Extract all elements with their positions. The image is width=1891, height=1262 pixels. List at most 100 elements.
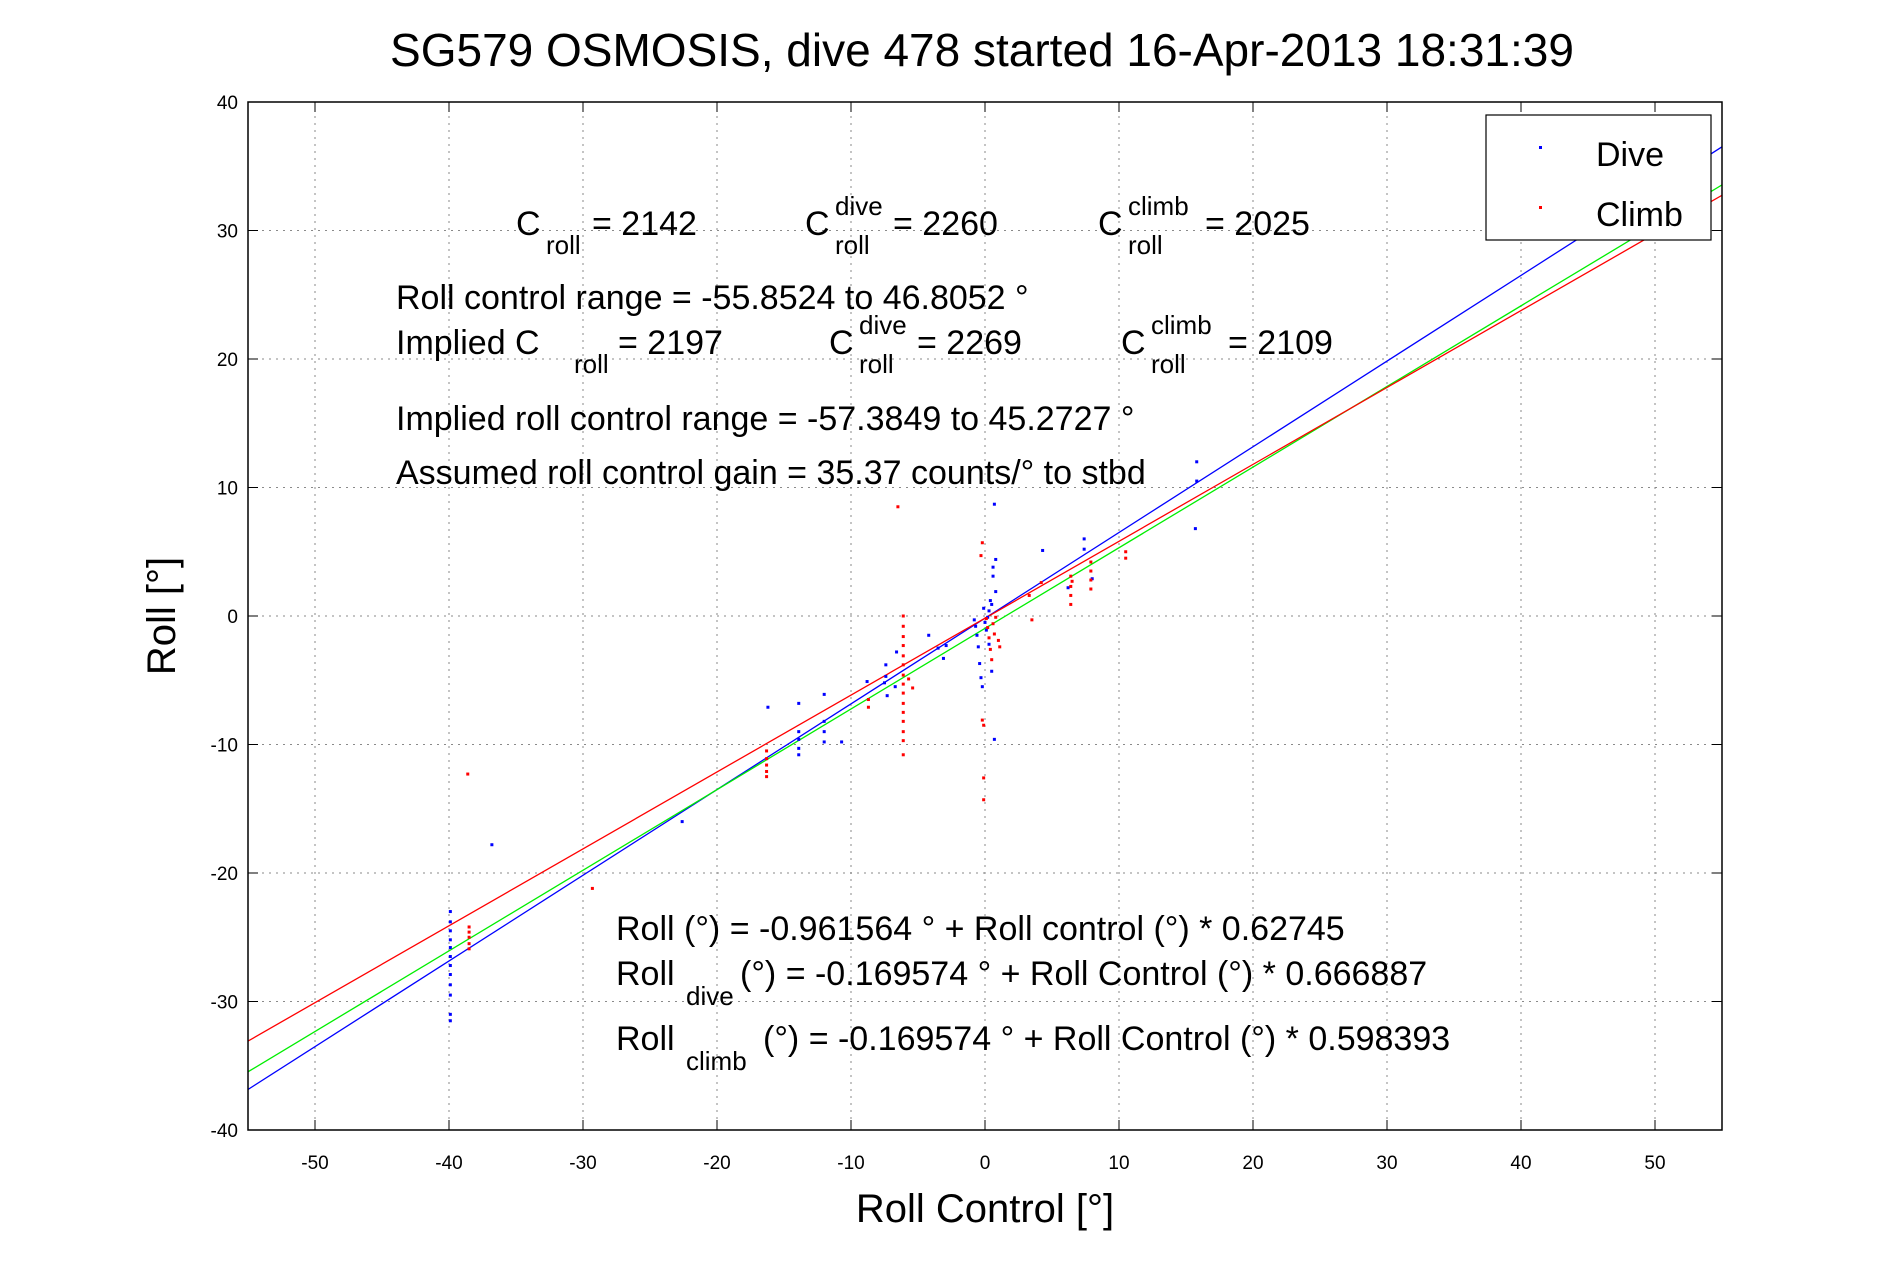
climb-point	[1089, 587, 1093, 591]
dive-point	[822, 730, 826, 734]
dive-point	[797, 746, 801, 750]
dive-point	[797, 730, 801, 734]
dive-point	[979, 676, 983, 680]
implied-climb-value: = 2109	[1228, 324, 1333, 362]
dive-point	[448, 993, 452, 997]
c-roll-dive-value: = 2260	[893, 205, 998, 243]
dive-point	[840, 740, 844, 744]
climb-point	[467, 925, 471, 929]
legend-box	[1485, 114, 1712, 241]
dive-point	[974, 624, 978, 628]
dive-point	[797, 737, 801, 741]
dive-point	[448, 910, 452, 914]
dive-point	[895, 650, 899, 654]
climb-point	[901, 682, 905, 686]
implied-climb-sup: climb	[1151, 310, 1212, 340]
annotation-c-roll: C roll = 2142	[516, 205, 697, 260]
eq-climb-sub: climb	[686, 1046, 747, 1076]
x-axis-ticks: -50 -40 -30 -20 -10 0 10 20 30 40 50	[301, 102, 1666, 1174]
x-tick-label: 20	[1242, 1153, 1263, 1174]
x-tick-label: -10	[837, 1153, 864, 1174]
climb-point	[896, 505, 900, 509]
climb-point	[1089, 578, 1093, 582]
climb-point	[765, 757, 769, 761]
climb-point	[988, 647, 992, 651]
dive-point	[994, 590, 998, 594]
eq-dive-rest: (°) = -0.169574 ° + Roll Control (°) * 0…	[740, 955, 1427, 993]
svg-text:C: C	[516, 205, 541, 243]
dive-point	[1066, 586, 1070, 590]
y-axis-ticks: -40 -30 -20 -10 0 10 20 30 40	[211, 93, 1722, 1142]
y-tick-label: -10	[211, 736, 238, 757]
climb-point	[590, 886, 594, 890]
dive-point	[885, 694, 889, 698]
c-roll-climb-sub: roll	[1128, 230, 1163, 260]
legend: Dive Climb	[1485, 114, 1712, 241]
equation-dive: Roll dive (°) = -0.169574 ° + Roll Contr…	[616, 955, 1427, 1011]
dive-point	[448, 973, 452, 977]
annotation-c-roll-climb: C climb roll = 2025	[1098, 191, 1310, 260]
climb-point	[1039, 581, 1043, 585]
climb-point	[1124, 556, 1128, 560]
legend-climb-marker	[1539, 206, 1542, 209]
dive-point	[975, 633, 979, 637]
eq-dive-main: Roll	[616, 955, 675, 993]
eq-climb-rest: (°) = -0.169574 ° + Roll Control (°) * 0…	[763, 1020, 1450, 1058]
implied-climb-sub: roll	[1151, 349, 1186, 379]
climb-point	[901, 710, 905, 714]
dive-point	[991, 565, 995, 569]
x-tick-label: -40	[435, 1153, 462, 1174]
dive-point	[822, 719, 826, 723]
implied-climb-main: C	[1121, 324, 1146, 362]
climb-point	[901, 753, 905, 757]
dive-point	[822, 740, 826, 744]
climb-point	[467, 942, 471, 946]
dive-point	[893, 685, 897, 689]
climb-point	[1069, 574, 1073, 578]
climb-point	[998, 645, 1002, 649]
climb-point	[866, 705, 870, 709]
dive-point	[1195, 460, 1199, 464]
x-tick-label: 0	[980, 1153, 991, 1174]
roll-control-range: Roll control range = -55.8524 to 46.8052…	[396, 279, 1029, 317]
dive-point	[822, 692, 826, 696]
climb-point	[466, 772, 470, 776]
implied-dive-sub: roll	[859, 349, 894, 379]
climb-point	[765, 749, 769, 753]
c-roll-main: C	[516, 205, 541, 243]
dive-point	[448, 955, 452, 959]
implied-dive-value: = 2269	[917, 324, 1022, 362]
climb-point	[467, 930, 471, 934]
dive-point	[884, 663, 888, 667]
c-roll-sub: roll	[546, 230, 581, 260]
climb-point	[907, 677, 911, 681]
data-points	[448, 460, 1199, 1023]
climb-point	[982, 723, 986, 727]
y-tick-label: -40	[211, 1121, 238, 1142]
dive-point	[1082, 547, 1086, 551]
climb-point	[990, 658, 994, 662]
dive-point	[448, 983, 452, 987]
climb-point	[996, 638, 1000, 642]
dive-point	[448, 938, 452, 942]
legend-dive-marker	[1539, 146, 1542, 149]
y-tick-label: -20	[211, 864, 238, 885]
climb-point	[1070, 579, 1074, 583]
dive-point	[448, 1019, 452, 1023]
y-tick-label: 0	[227, 607, 238, 628]
dive-point	[448, 964, 452, 968]
dive-point	[1041, 548, 1045, 552]
x-tick-label: 50	[1644, 1153, 1665, 1174]
annotation-implied-c-roll: Implied C roll = 2197	[396, 324, 723, 379]
equation-all: Roll (°) = -0.961564 ° + Roll control (°…	[616, 910, 1345, 948]
climb-point	[980, 541, 984, 545]
climb-point	[901, 739, 905, 743]
climb-point	[994, 615, 998, 619]
climb-point	[901, 663, 905, 667]
dive-point	[936, 646, 940, 650]
implied-value: = 2197	[618, 324, 723, 362]
dive-point	[766, 705, 770, 709]
climb-point	[467, 947, 471, 951]
y-tick-label: 10	[217, 479, 238, 500]
climb-point	[1030, 618, 1034, 622]
